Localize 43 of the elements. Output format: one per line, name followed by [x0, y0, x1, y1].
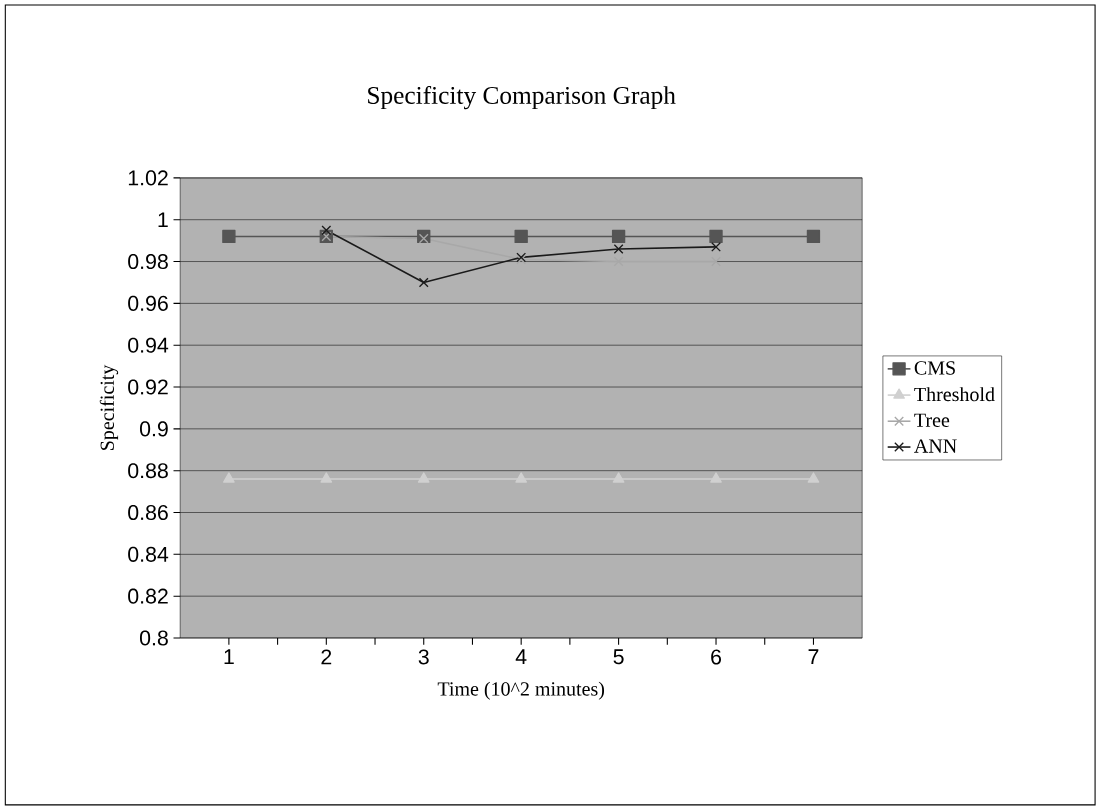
- x-axis-title: Time (10^2 minutes): [437, 681, 605, 700]
- point: [514, 229, 528, 244]
- point: [711, 242, 721, 253]
- point: [320, 472, 333, 483]
- point: [418, 277, 429, 288]
- y-tick-label: 0.88: [128, 463, 168, 479]
- y-tick-label: 0.92: [128, 379, 168, 395]
- legend-label: ANN: [914, 439, 957, 453]
- y-tick-label: 0.86: [128, 505, 168, 521]
- y-tick-label: 0.9: [139, 421, 168, 437]
- y-tick-label: 0.82: [128, 588, 168, 604]
- x-tick-label: 6: [711, 649, 722, 665]
- point: [321, 225, 332, 236]
- point: [222, 229, 236, 244]
- y-tick-label: 0.98: [128, 254, 168, 270]
- y-tick-label: 0.8: [139, 630, 168, 646]
- y-tick-label: 0.84: [128, 547, 169, 563]
- point: [711, 256, 721, 267]
- y-tick-label: 0.94: [128, 337, 169, 353]
- x-tick-label: 3: [418, 649, 429, 665]
- point: [806, 229, 821, 244]
- point: [612, 472, 625, 483]
- point: [613, 244, 624, 255]
- point: [709, 229, 723, 244]
- y-tick-label: 0.96: [128, 296, 168, 312]
- y-tick-label: 1.02: [128, 170, 168, 186]
- y-tick-label: 1: [158, 212, 168, 228]
- legend-label: CMS: [914, 361, 955, 375]
- legend-label: Tree: [914, 413, 950, 428]
- point: [417, 472, 430, 483]
- point: [223, 472, 235, 483]
- point: [710, 472, 722, 483]
- y-axis-title: Specificity: [99, 364, 119, 451]
- legend-label: Threshold: [914, 387, 995, 402]
- point: [611, 229, 626, 244]
- x-tick-label: 7: [808, 649, 819, 665]
- point: [807, 472, 820, 483]
- point: [515, 472, 528, 483]
- x-tick-label: 2: [321, 649, 332, 665]
- x-tick-label: 4: [515, 649, 527, 665]
- x-tick-label: 5: [613, 649, 624, 665]
- x-tick-label: 1: [224, 649, 234, 665]
- chart-title: Specificity Comparison Graph: [368, 86, 676, 110]
